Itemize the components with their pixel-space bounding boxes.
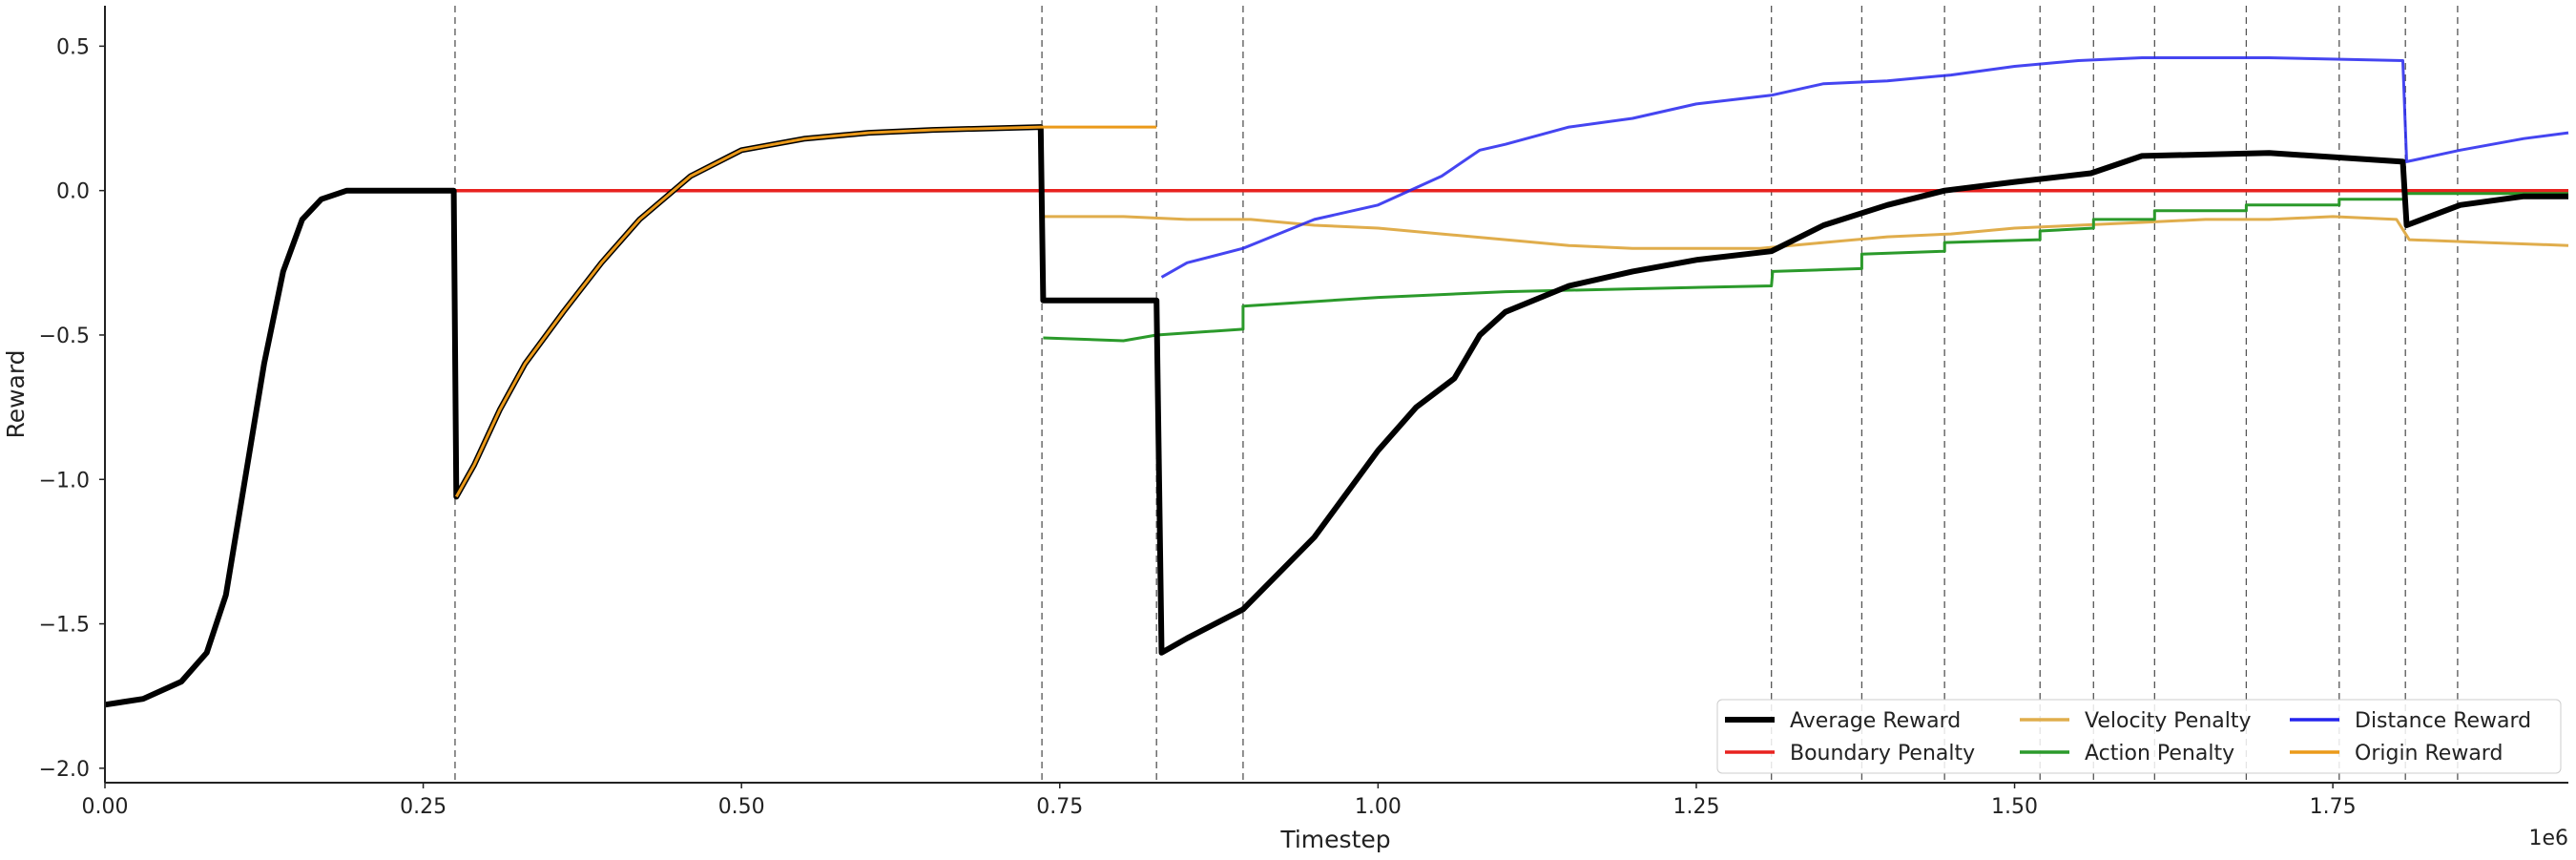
legend-label-action-penalty: Action Penalty — [2085, 742, 2234, 766]
legend-label-origin-reward: Origin Reward — [2355, 742, 2503, 766]
x-tick-label-4: 1.00 — [1355, 795, 1402, 819]
y-axis-label: Reward — [2, 349, 30, 438]
x-tick-label-3: 0.75 — [1036, 795, 1083, 819]
series-action-penalty — [1043, 192, 2568, 343]
x-tick-label-1: 0.25 — [400, 795, 447, 819]
axes — [104, 6, 2568, 784]
y-tick-label-1: −1.5 — [39, 614, 90, 638]
x-tick-label-2: 0.50 — [718, 795, 765, 819]
y-tick-label-4: 0.0 — [56, 180, 90, 204]
y-tick-label-3: −0.5 — [39, 325, 90, 348]
y-ticks: −2.0 −1.5 −1.0 −0.5 0.0 0.5 — [39, 35, 105, 782]
y-tick-label-2: −1.0 — [39, 469, 90, 493]
y-tick-label-5: 0.5 — [56, 35, 90, 59]
legend-box — [1716, 699, 2562, 774]
series-origin-reward — [454, 125, 1157, 498]
legend-label-boundary-penalty: Boundary Penalty — [1790, 742, 1975, 766]
legend-label-velocity-penalty: Velocity Penalty — [2085, 709, 2252, 733]
x-tick-label-0: 0.00 — [82, 795, 129, 819]
series-layer — [104, 56, 2569, 708]
series-average-reward — [104, 124, 2568, 708]
legend: Average Reward Boundary Penalty Velocity P… — [1716, 699, 2562, 774]
x-tick-label-6: 1.50 — [1991, 795, 2038, 819]
x-offset-label: 1e6 — [2528, 827, 2568, 850]
legend-label-average-reward: Average Reward — [1790, 709, 1961, 733]
legend-label-distance-reward: Distance Reward — [2355, 709, 2531, 733]
series-velocity-penalty — [1043, 215, 2569, 250]
x-tick-label-7: 1.75 — [2310, 795, 2357, 819]
y-tick-label-0: −2.0 — [39, 758, 90, 782]
series-distance-reward — [1160, 56, 2569, 279]
x-tick-label-5: 1.25 — [1672, 795, 1719, 819]
x-axis-label: Timestep — [1279, 826, 1390, 853]
x-ticks: 0.00 0.25 0.50 0.75 1.00 1.25 1.50 1.75 — [82, 783, 2357, 819]
